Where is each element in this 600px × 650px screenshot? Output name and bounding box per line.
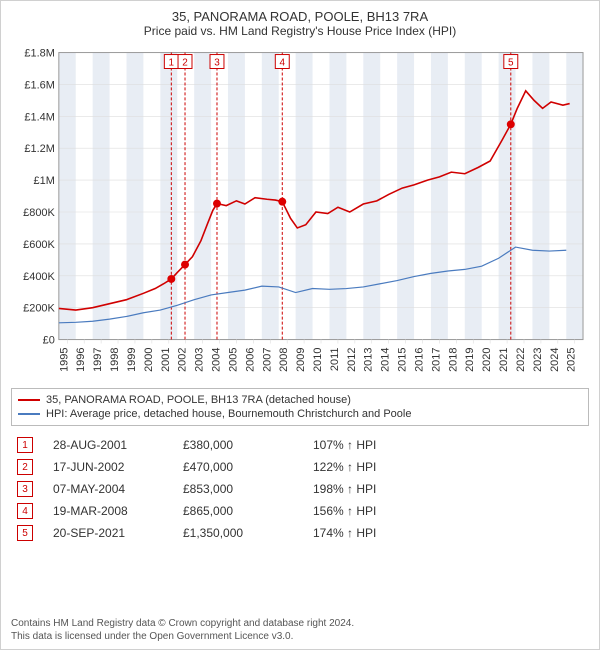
- svg-text:2010: 2010: [312, 348, 324, 372]
- svg-text:2015: 2015: [397, 348, 409, 372]
- row-marker: 3: [17, 481, 33, 497]
- legend: 35, PANORAMA ROAD, POOLE, BH13 7RA (deta…: [11, 388, 589, 426]
- svg-text:2011: 2011: [329, 348, 341, 372]
- svg-text:2003: 2003: [194, 348, 206, 372]
- table-row: 3 07-MAY-2004 £853,000 198% ↑ HPI: [11, 478, 589, 500]
- svg-text:£200K: £200K: [23, 303, 55, 315]
- row-pct: 156% ↑ HPI: [313, 504, 376, 518]
- row-pct: 107% ↑ HPI: [313, 438, 376, 452]
- svg-text:5: 5: [508, 58, 514, 69]
- svg-text:1999: 1999: [126, 348, 138, 372]
- legend-swatch-hpi: [18, 413, 40, 415]
- chart-title: 35, PANORAMA ROAD, POOLE, BH13 7RA: [11, 9, 589, 24]
- row-date: 19-MAR-2008: [53, 504, 163, 518]
- svg-text:3: 3: [214, 58, 220, 69]
- row-date: 07-MAY-2004: [53, 482, 163, 496]
- svg-text:2: 2: [182, 58, 188, 69]
- svg-text:2004: 2004: [211, 348, 223, 372]
- table-row: 2 17-JUN-2002 £470,000 122% ↑ HPI: [11, 456, 589, 478]
- svg-text:1997: 1997: [92, 348, 104, 372]
- figure-container: 35, PANORAMA ROAD, POOLE, BH13 7RA Price…: [0, 0, 600, 650]
- svg-text:4: 4: [280, 58, 286, 69]
- svg-text:1995: 1995: [58, 348, 70, 372]
- footer-line-2: This data is licensed under the Open Gov…: [11, 630, 589, 643]
- transaction-table: 1 28-AUG-2001 £380,000 107% ↑ HPI 2 17-JUN-20…: [11, 434, 589, 544]
- svg-text:2019: 2019: [464, 348, 476, 372]
- row-price: £1,350,000: [183, 526, 293, 540]
- row-marker: 2: [17, 459, 33, 475]
- row-price: £470,000: [183, 460, 293, 474]
- svg-text:2020: 2020: [481, 348, 493, 372]
- svg-text:£600K: £600K: [23, 239, 55, 251]
- svg-text:1: 1: [169, 58, 175, 69]
- row-pct: 174% ↑ HPI: [313, 526, 376, 540]
- svg-text:1998: 1998: [109, 348, 121, 372]
- row-date: 20-SEP-2021: [53, 526, 163, 540]
- chart-subtitle: Price paid vs. HM Land Registry's House …: [11, 24, 589, 38]
- row-date: 28-AUG-2001: [53, 438, 163, 452]
- row-pct: 122% ↑ HPI: [313, 460, 376, 474]
- svg-text:2014: 2014: [380, 348, 392, 372]
- chart-area: £0 £200K £400K £600K £800K £1M £1.2M £1.4M £1.6M…: [11, 42, 589, 382]
- row-marker: 1: [17, 437, 33, 453]
- row-price: £380,000: [183, 438, 293, 452]
- svg-text:£1.8M: £1.8M: [24, 48, 54, 60]
- svg-text:2021: 2021: [498, 348, 510, 372]
- svg-text:2009: 2009: [295, 348, 307, 372]
- svg-text:2017: 2017: [430, 348, 442, 372]
- svg-text:2008: 2008: [278, 348, 290, 372]
- svg-text:£800K: £800K: [23, 207, 55, 219]
- svg-text:2012: 2012: [346, 348, 358, 372]
- row-marker: 4: [17, 503, 33, 519]
- row-price: £853,000: [183, 482, 293, 496]
- svg-text:2018: 2018: [447, 348, 459, 372]
- table-row: 5 20-SEP-2021 £1,350,000 174% ↑ HPI: [11, 522, 589, 544]
- svg-text:£1.2M: £1.2M: [24, 143, 54, 155]
- svg-text:2024: 2024: [549, 348, 561, 372]
- svg-text:£0: £0: [43, 335, 55, 347]
- chart-svg: £0 £200K £400K £600K £800K £1M £1.2M £1.4M £1.6M…: [11, 42, 589, 382]
- legend-label-property: 35, PANORAMA ROAD, POOLE, BH13 7RA (deta…: [46, 394, 351, 406]
- row-pct: 198% ↑ HPI: [313, 482, 376, 496]
- table-row: 1 28-AUG-2001 £380,000 107% ↑ HPI: [11, 434, 589, 456]
- legend-swatch-property: [18, 399, 40, 401]
- svg-text:2006: 2006: [244, 348, 256, 372]
- svg-text:1996: 1996: [75, 348, 87, 372]
- legend-row: 35, PANORAMA ROAD, POOLE, BH13 7RA (deta…: [18, 393, 582, 407]
- legend-label-hpi: HPI: Average price, detached house, Bour…: [46, 408, 411, 420]
- svg-text:2000: 2000: [143, 348, 155, 372]
- svg-text:£1M: £1M: [34, 175, 55, 187]
- svg-text:2001: 2001: [160, 348, 172, 372]
- table-row: 4 19-MAR-2008 £865,000 156% ↑ HPI: [11, 500, 589, 522]
- svg-text:£1.6M: £1.6M: [24, 79, 54, 91]
- svg-text:2007: 2007: [261, 348, 273, 372]
- row-marker: 5: [17, 525, 33, 541]
- footer: Contains HM Land Registry data © Crown c…: [11, 611, 589, 643]
- svg-text:£400K: £400K: [23, 271, 55, 283]
- row-date: 17-JUN-2002: [53, 460, 163, 474]
- svg-text:2022: 2022: [515, 348, 527, 372]
- svg-text:2016: 2016: [414, 348, 426, 372]
- legend-row: HPI: Average price, detached house, Bour…: [18, 407, 582, 421]
- svg-text:2023: 2023: [532, 348, 544, 372]
- svg-text:£1.4M: £1.4M: [24, 111, 54, 123]
- svg-text:2002: 2002: [177, 348, 189, 372]
- svg-text:2013: 2013: [363, 348, 375, 372]
- svg-text:2025: 2025: [566, 348, 578, 372]
- row-price: £865,000: [183, 504, 293, 518]
- svg-text:2005: 2005: [227, 348, 239, 372]
- footer-line-1: Contains HM Land Registry data © Crown c…: [11, 617, 589, 630]
